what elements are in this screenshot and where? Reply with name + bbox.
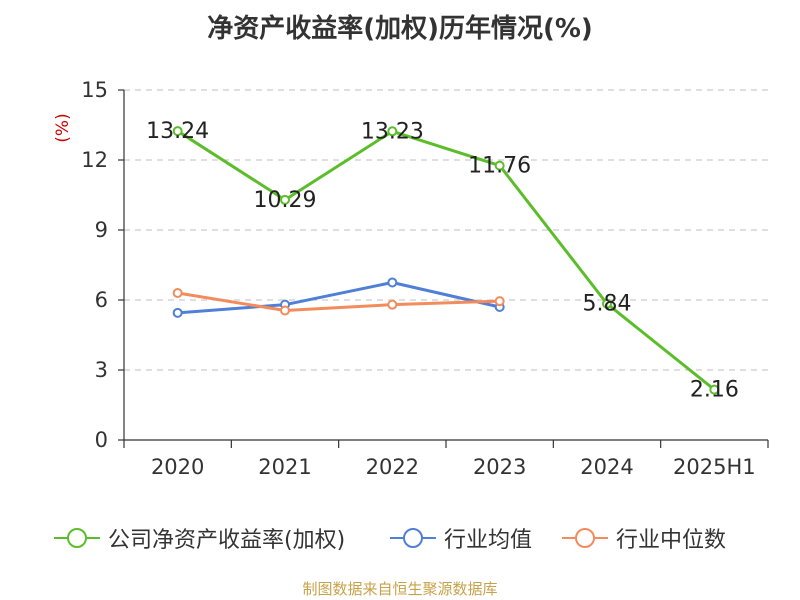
data-point bbox=[172, 307, 183, 318]
gridlines bbox=[124, 89, 768, 371]
x-tick-label: 2024 bbox=[580, 455, 633, 479]
series-line-industry_median bbox=[177, 291, 500, 312]
line-chart: 0 3 6 9 12 15 2020 2021 2022 2023 2024 2025H1 (%) 13… bbox=[53, 78, 769, 479]
legend: 公司净资产收益率(加权) 行业均值 行业中位数 bbox=[0, 518, 800, 558]
data-point bbox=[494, 296, 505, 307]
x-tick-label: 2020 bbox=[151, 455, 204, 479]
data-point bbox=[280, 194, 290, 205]
y-tick-label: 12 bbox=[81, 148, 108, 172]
legend-item-company[interactable]: 公司净资产收益率(加权) bbox=[52, 518, 345, 558]
legend-marker-icon bbox=[390, 528, 436, 548]
axes: 0 3 6 9 12 15 2020 2021 2022 2023 2024 2025H1 (%) bbox=[53, 78, 769, 479]
x-tick-label: 2021 bbox=[258, 455, 311, 479]
data-point bbox=[387, 126, 398, 137]
y-tick-label: 15 bbox=[81, 78, 108, 102]
data-label: 11.76 bbox=[468, 154, 531, 179]
data-label: 5.84 bbox=[583, 292, 632, 317]
y-tick-label: 6 bbox=[95, 288, 108, 312]
data-source-note: 制图数据来自恒生聚源数据库 bbox=[302, 580, 498, 598]
data-point bbox=[172, 126, 183, 137]
data-label: 2.16 bbox=[690, 378, 739, 403]
legend-item-industry-avg[interactable]: 行业均值 bbox=[388, 518, 532, 558]
data-point bbox=[172, 288, 183, 298]
x-tick-label: 2023 bbox=[473, 455, 526, 479]
data-point bbox=[280, 305, 290, 316]
data-label: 13.24 bbox=[146, 119, 209, 144]
data-point bbox=[387, 277, 398, 288]
series-line-company bbox=[176, 129, 716, 391]
y-tick-label: 9 bbox=[95, 218, 108, 242]
y-tick-label: 3 bbox=[95, 358, 108, 382]
series-lines bbox=[172, 126, 720, 395]
legend-label: 行业中位数 bbox=[616, 528, 727, 553]
legend-marker-icon bbox=[562, 528, 608, 548]
data-point bbox=[709, 384, 720, 395]
data-point bbox=[602, 298, 612, 309]
legend-marker-icon bbox=[54, 528, 100, 548]
data-label: 10.29 bbox=[254, 188, 317, 213]
chart-title: 净资产收益率(加权)历年情况(%) bbox=[207, 14, 593, 44]
data-labels: 13.24 10.29 13.23 11.76 5.84 2.16 bbox=[146, 119, 739, 403]
y-tick-label: 0 bbox=[95, 428, 108, 452]
y-axis-unit-label: (%) bbox=[53, 113, 73, 142]
x-tick-label: 2025H1 bbox=[673, 455, 756, 479]
legend-label: 行业均值 bbox=[444, 528, 533, 553]
x-tick-label: 2022 bbox=[366, 455, 419, 479]
legend-item-industry-median[interactable]: 行业中位数 bbox=[560, 518, 726, 558]
legend-label: 公司净资产收益率(加权) bbox=[108, 528, 346, 553]
data-point bbox=[494, 160, 505, 171]
data-label: 13.23 bbox=[361, 119, 424, 144]
data-point bbox=[387, 299, 398, 310]
series-line-industry_avg bbox=[177, 281, 501, 315]
